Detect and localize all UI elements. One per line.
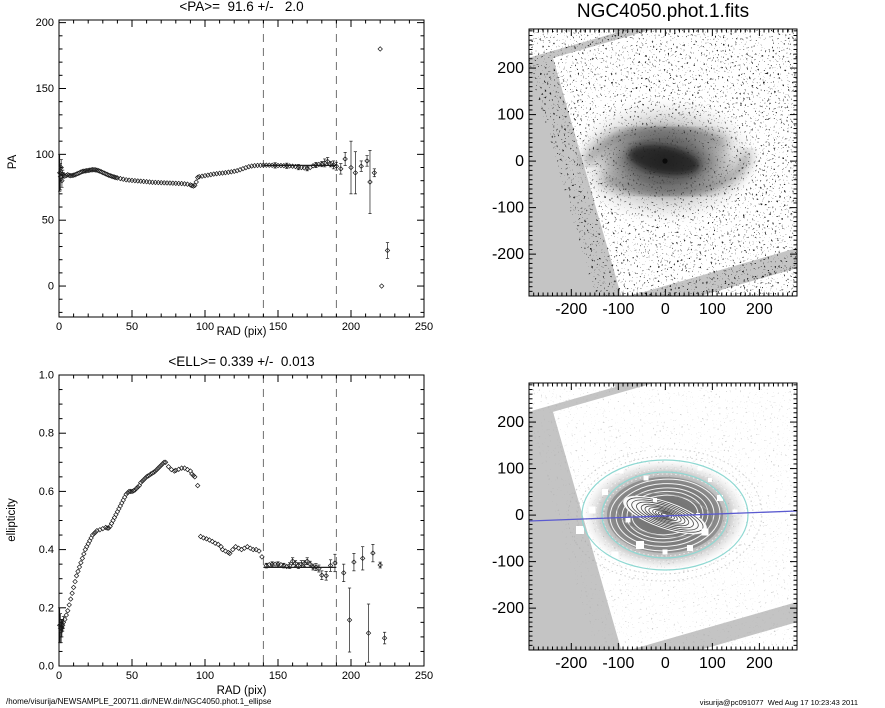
cyan-fit-ellipse-outer (581, 459, 749, 571)
x-tick-label: 0 (661, 655, 670, 672)
x-tick-label: 200 (746, 655, 773, 672)
data-points (57, 46, 391, 289)
x-tick-label: 250 (415, 321, 433, 333)
contour-image (529, 383, 797, 650)
y-tick-label: 200 (497, 414, 524, 431)
cyan-fit-ellipse-inner (601, 471, 729, 559)
x-tick-label: 200 (746, 301, 773, 318)
x-tick-label: 100 (699, 301, 726, 318)
y-tick-label: 0.8 (39, 428, 54, 440)
axes (528, 382, 798, 651)
x-tick-label: 0 (56, 321, 62, 333)
y-tick-label: 0.4 (39, 544, 54, 556)
x-tick-label: 150 (269, 321, 287, 333)
y-tick-label: -100 (492, 200, 524, 217)
data-points (57, 459, 388, 663)
x-tick-label: 0 (56, 670, 62, 682)
x-tick-label: 100 (196, 670, 214, 682)
chip-gap-strip-topleft (529, 383, 616, 421)
ell-xaxis-label: RAD (pix) (216, 685, 267, 697)
spiral-arm-south (600, 150, 753, 197)
y-tick-label: 100 (497, 107, 524, 124)
x-tick-label: 100 (699, 655, 726, 672)
x-tick-label: -100 (602, 301, 634, 318)
spiral-arm-north (581, 125, 729, 167)
pa-direction-line (529, 510, 797, 522)
x-tick-label: 0 (661, 301, 670, 318)
chip-gap-strip-bottomright (702, 607, 797, 650)
y-tick-label: 150 (36, 83, 54, 95)
axes (528, 28, 798, 297)
pa-plot-title: <PA>= 91.6 +/- 2.0 (179, 0, 304, 14)
axes (58, 374, 425, 667)
x-tick-label: 200 (342, 321, 360, 333)
y-tick-label: 100 (497, 461, 524, 478)
x-tick-label: -200 (555, 301, 587, 318)
y-tick-label: 200 (36, 17, 54, 29)
user-host-timestamp: visurija@pc091077 Wed Aug 17 10:23:43 20… (699, 698, 858, 707)
y-tick-label: 0 (515, 507, 524, 524)
y-tick-label: 100 (36, 149, 54, 161)
output-file-path: /home/visurija/NEWSAMPLE_200711.dir/NEW.… (6, 697, 272, 706)
y-tick-label: -200 (492, 600, 524, 617)
inner-lens (623, 495, 707, 535)
pa-yaxis-label: PA (7, 154, 19, 170)
y-tick-label: 200 (497, 60, 524, 77)
x-tick-label: 100 (196, 321, 214, 333)
x-tick-label: 150 (269, 670, 287, 682)
axes (58, 19, 425, 318)
x-tick-label: 250 (415, 670, 433, 682)
ell-plot-title: <ELL>= 0.339 +/- 0.013 (168, 354, 315, 369)
x-tick-label: 50 (126, 670, 138, 682)
x-tick-label: -100 (602, 655, 634, 672)
y-tick-label: -100 (492, 554, 524, 571)
isophote-contours (567, 447, 763, 582)
y-tick-label: 1.0 (39, 370, 54, 382)
ell-yaxis-label: ellipticity (6, 498, 18, 542)
x-tick-label: 200 (342, 670, 360, 682)
chip-gap-strip-topleft (529, 29, 616, 67)
y-tick-label: 50 (42, 215, 54, 227)
y-tick-label: 0.0 (39, 661, 54, 673)
galaxy-core (662, 158, 668, 164)
y-tick-label: 0.6 (39, 486, 54, 498)
y-tick-label: 0 (48, 281, 54, 293)
x-tick-label: -200 (555, 655, 587, 672)
galaxy-image (529, 29, 797, 296)
y-tick-label: 0 (515, 153, 524, 170)
y-tick-label: 0.2 (39, 602, 54, 614)
y-tick-label: -200 (492, 246, 524, 263)
fits-image-title: NGC4050.phot.1.fits (576, 1, 750, 22)
x-tick-label: 50 (126, 321, 138, 333)
chip-gap-strip-bottomright (702, 253, 797, 296)
pa-xaxis-label: RAD (pix) (216, 326, 267, 338)
